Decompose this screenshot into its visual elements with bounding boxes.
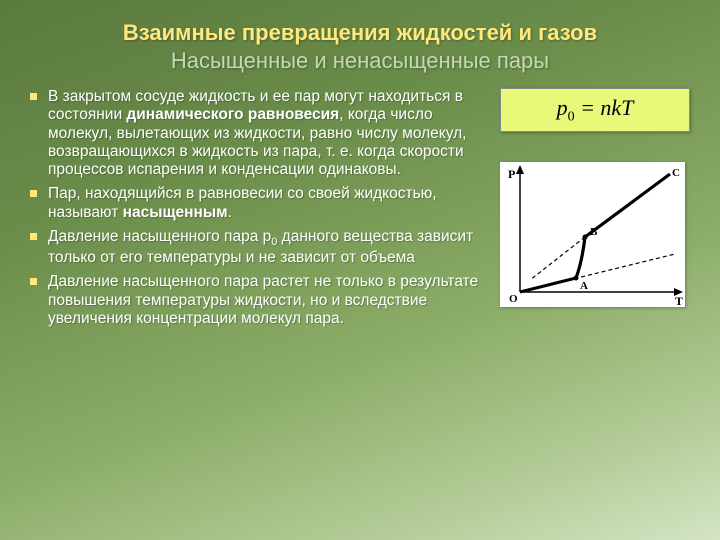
- bold-term: динамического равновесия: [126, 106, 339, 123]
- point-b-label: B: [590, 226, 598, 238]
- formula-rhs: nkT: [600, 95, 633, 120]
- point-a-marker: [574, 276, 579, 281]
- pt-graph: P T O A B C: [500, 162, 685, 307]
- list-item: Давление насыщенного пара p0 данного вещ…: [30, 228, 480, 267]
- formula-eq: =: [575, 95, 601, 120]
- text: .: [228, 204, 232, 221]
- title-sub: Насыщенные и ненасыщенные пары: [30, 48, 690, 74]
- x-axis-label: T: [675, 294, 683, 307]
- formula-lhs-sub: 0: [568, 109, 575, 124]
- list-item: Пар, находящийся в равновесии со своей ж…: [30, 185, 480, 222]
- bullet-list-column: В закрытом сосуде жидкость и ее пар могу…: [30, 88, 480, 334]
- segment-oa: [520, 278, 576, 292]
- bullet-list: В закрытом сосуде жидкость и ее пар могу…: [30, 88, 480, 328]
- text: Давление насыщенного пара растет не толь…: [48, 273, 478, 327]
- formula-box: p0 = nkT: [500, 88, 690, 132]
- list-item: Давление насыщенного пара растет не толь…: [30, 273, 480, 328]
- y-axis-label: P: [508, 167, 515, 181]
- segment-bc: [585, 174, 670, 237]
- list-item: В закрытом сосуде жидкость и ее пар могу…: [30, 88, 480, 179]
- y-axis-arrow: [516, 165, 524, 174]
- graph-svg: P T O A B C: [500, 162, 685, 307]
- bold-term: насыщенным: [123, 204, 228, 221]
- content-row: В закрытом сосуде жидкость и ее пар могу…: [30, 88, 690, 334]
- text: Давление насыщенного пара p: [48, 228, 271, 245]
- title-main: Взаимные превращения жидкостей и газов: [30, 20, 690, 46]
- origin-label: O: [509, 293, 518, 305]
- point-b-marker: [583, 235, 588, 240]
- point-a-label: A: [580, 280, 588, 292]
- right-column: p0 = nkT: [500, 88, 690, 334]
- slide: Взаимные превращения жидкостей и газов Н…: [0, 0, 720, 540]
- point-c-label: C: [672, 167, 680, 179]
- text: Пар, находящийся в равновесии со своей ж…: [48, 185, 437, 220]
- formula-lhs-var: p: [557, 95, 568, 120]
